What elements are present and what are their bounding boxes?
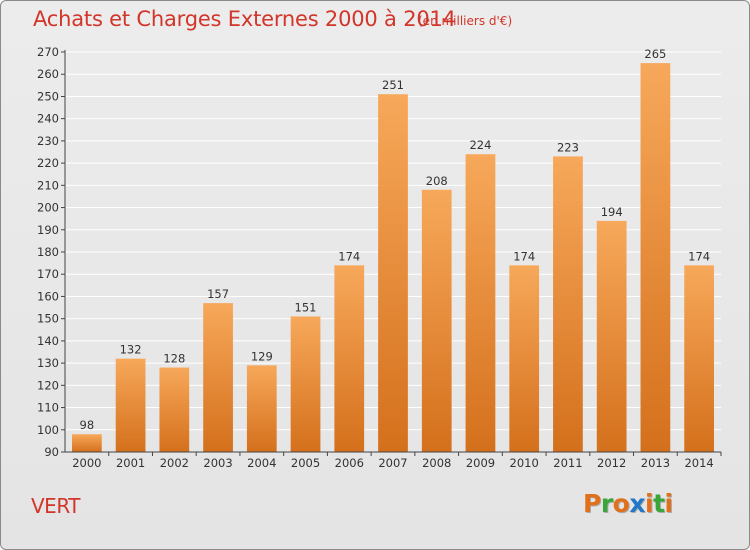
x-tick-label: 2010 xyxy=(510,456,539,470)
x-tick-label: 2003 xyxy=(203,456,232,470)
bar-2012 xyxy=(596,220,627,452)
bar-2010 xyxy=(509,265,540,452)
bar-2001 xyxy=(115,358,146,452)
logo-letter: r xyxy=(600,489,613,518)
y-tick-label: 230 xyxy=(37,134,59,148)
chart-title: Achats et Charges Externes 2000 à 2014 xyxy=(33,7,456,31)
bar-2009 xyxy=(465,154,496,452)
place-name: VERT xyxy=(31,494,80,518)
bar-2004 xyxy=(246,365,277,452)
axes: 90 100 110 120 130 140 150 160 170 180 190 200 210 22… xyxy=(37,45,722,470)
bar-value-label: 174 xyxy=(513,249,535,263)
logo-letter: P xyxy=(583,489,601,518)
x-tick-label: 2005 xyxy=(291,456,320,470)
logo-letter: x xyxy=(629,489,645,518)
proxiti-logo: Proxiti xyxy=(583,489,673,518)
bar-value-label: 157 xyxy=(207,287,229,301)
bar-value-label: 265 xyxy=(644,47,666,61)
bar-2011 xyxy=(553,156,583,452)
y-tick-label: 190 xyxy=(37,223,59,237)
y-tick-label: 150 xyxy=(37,312,59,326)
bar-value-label: 174 xyxy=(688,249,710,263)
y-tick-label: 140 xyxy=(37,334,59,348)
y-tick-label: 250 xyxy=(37,89,59,103)
y-tick-label: 170 xyxy=(37,267,59,281)
bar-2014 xyxy=(684,265,715,452)
bar-2000 xyxy=(71,434,102,452)
x-tick-label: 2001 xyxy=(116,456,145,470)
logo-letter: i xyxy=(645,489,654,518)
y-tick-label: 110 xyxy=(37,401,59,415)
x-tick-label: 2011 xyxy=(553,456,582,470)
x-tick-label: 2012 xyxy=(597,456,626,470)
x-tick-label: 2002 xyxy=(160,456,189,470)
x-tick-label: 2004 xyxy=(247,456,276,470)
bar-value-label: 251 xyxy=(382,78,404,92)
y-tick-label: 90 xyxy=(44,445,59,459)
bar-2002 xyxy=(159,367,190,452)
y-tick-label: 160 xyxy=(37,289,59,303)
bar-2006 xyxy=(334,265,365,452)
bars: 98 132 128 157 129 151 174 251 208 224 174 223 194 26… xyxy=(71,47,715,452)
y-tick-label: 240 xyxy=(37,112,59,126)
bar-value-label: 128 xyxy=(163,352,185,366)
chart-unit-label: (en milliers d'€) xyxy=(418,14,513,28)
y-tick-label: 200 xyxy=(37,201,59,215)
bar-value-label: 224 xyxy=(469,138,491,152)
bar-chart: 98 132 128 157 129 151 174 251 208 224 174 223 194 26… xyxy=(37,45,722,470)
logo-letter: t xyxy=(653,489,665,518)
bar-value-label: 129 xyxy=(251,349,273,363)
y-tick-label: 220 xyxy=(37,156,59,170)
x-tick-label: 2000 xyxy=(72,456,101,470)
bar-value-label: 98 xyxy=(80,418,95,432)
bar-value-label: 151 xyxy=(295,300,317,314)
bar-2007 xyxy=(378,94,408,452)
x-tick-label: 2006 xyxy=(335,456,364,470)
bar-2003 xyxy=(203,303,233,452)
x-tick-label: 2007 xyxy=(378,456,407,470)
bar-value-label: 223 xyxy=(557,140,579,154)
logo-letter: i xyxy=(664,489,674,518)
bar-value-label: 132 xyxy=(120,343,142,357)
y-tick-label: 180 xyxy=(37,245,59,259)
x-tick-label: 2009 xyxy=(466,456,495,470)
bar-2013 xyxy=(640,63,671,452)
logo-letter: o xyxy=(612,489,630,518)
x-tick-label: 2013 xyxy=(641,456,670,470)
y-tick-label: 130 xyxy=(37,356,59,370)
y-tick-label: 270 xyxy=(37,45,59,59)
x-tick-label: 2014 xyxy=(684,456,713,470)
bar-value-label: 174 xyxy=(338,249,360,263)
bar-2008 xyxy=(421,189,452,452)
y-tick-label: 100 xyxy=(37,423,59,437)
y-tick-label: 210 xyxy=(37,178,59,192)
bar-value-label: 208 xyxy=(426,174,448,188)
y-tick-label: 260 xyxy=(37,67,59,81)
bar-value-label: 194 xyxy=(601,205,623,219)
bar-2005 xyxy=(290,316,321,452)
x-tick-label: 2008 xyxy=(422,456,451,470)
y-tick-label: 120 xyxy=(37,378,59,392)
